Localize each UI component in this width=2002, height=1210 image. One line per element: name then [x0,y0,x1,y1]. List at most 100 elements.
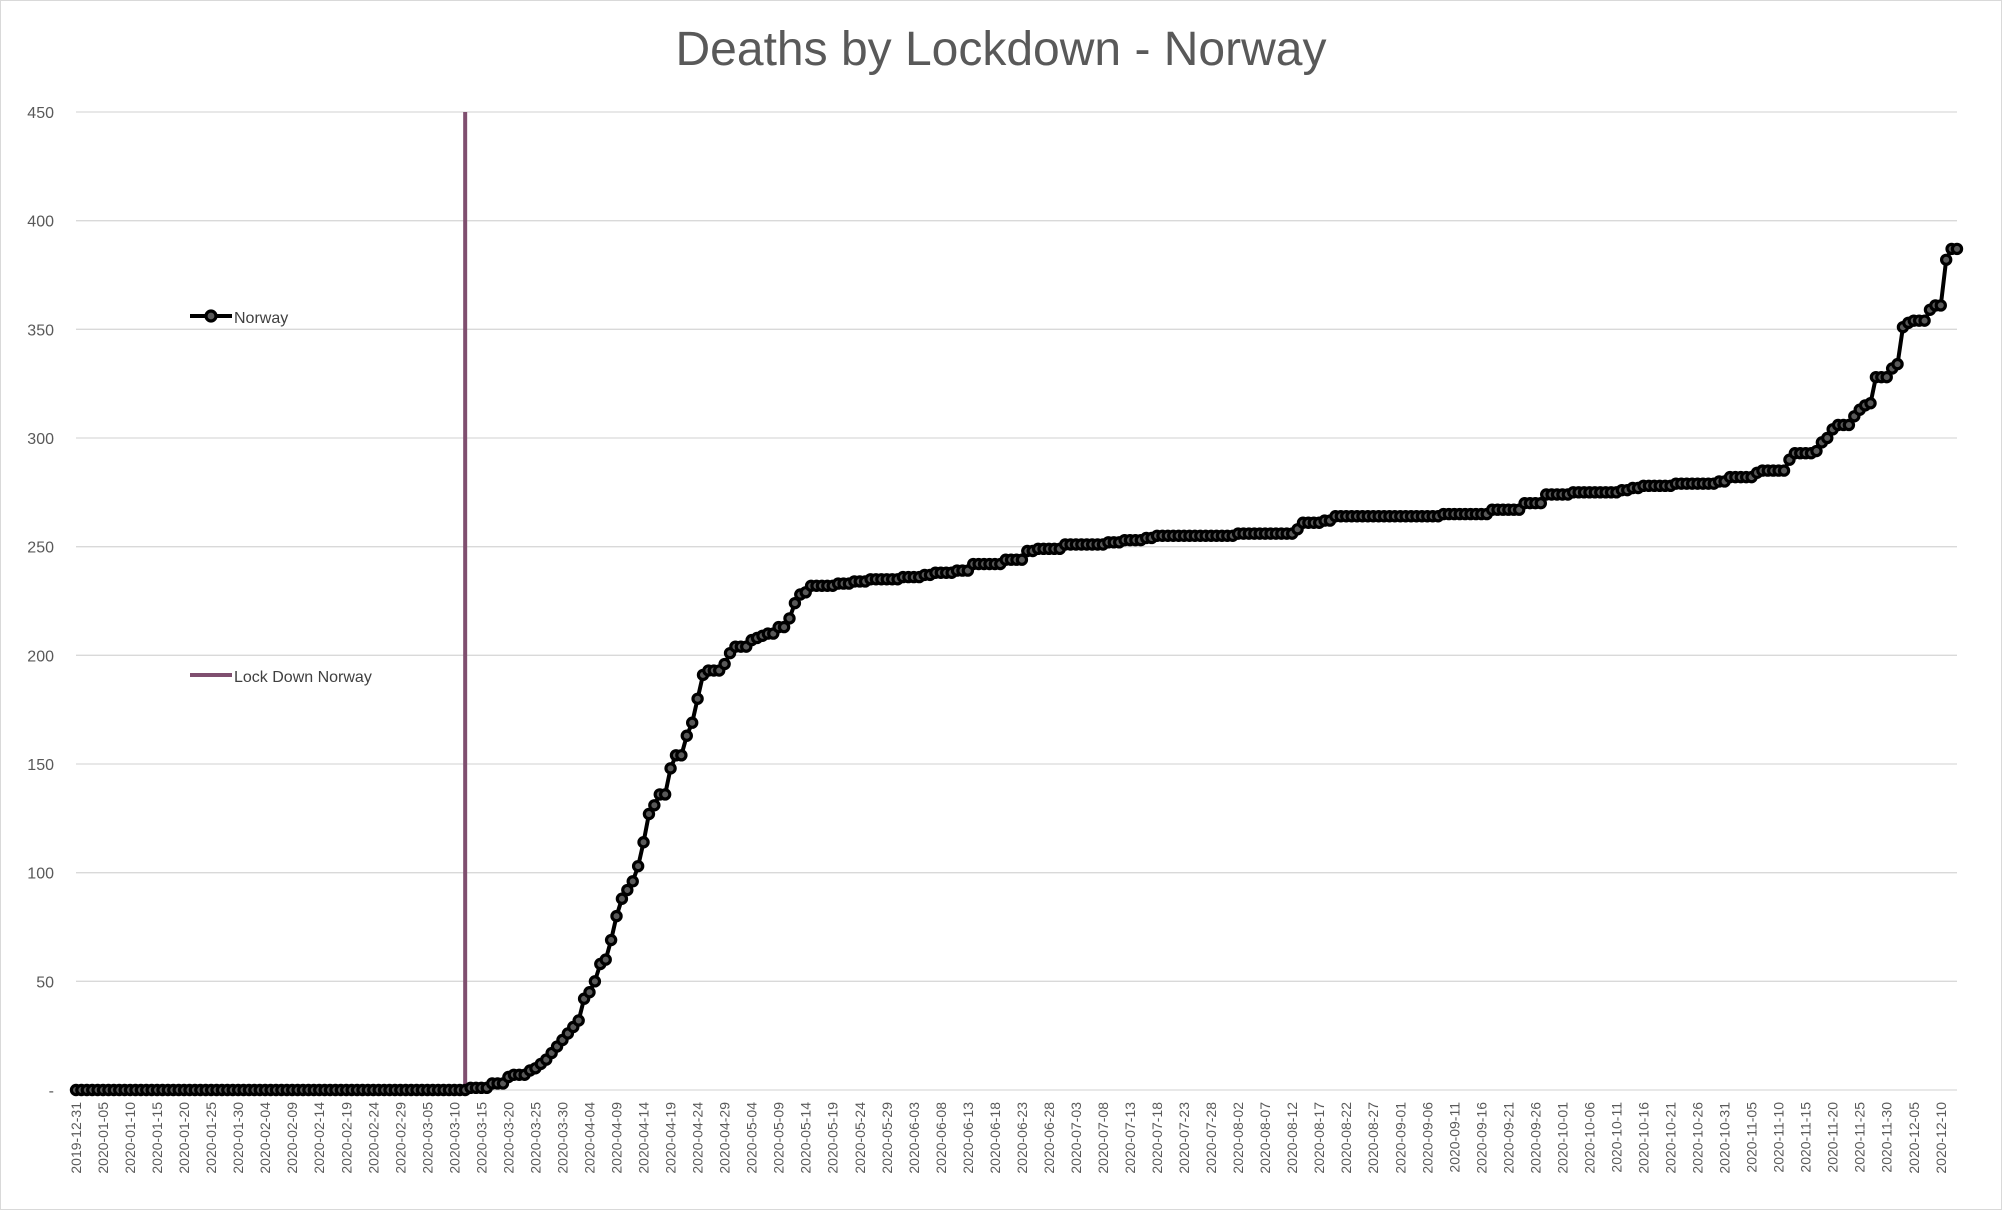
x-tick-label: 2020-04-29 [717,1102,733,1174]
x-tick-label: 2020-01-15 [149,1102,165,1174]
x-tick-label: 2020-03-10 [446,1102,462,1174]
y-tick-label: 300 [27,431,54,448]
x-tick-label: 2020-05-24 [852,1102,868,1174]
x-tick-label: 2020-03-25 [527,1102,543,1174]
norway-point [599,953,612,966]
x-tick-label: 2020-11-25 [1852,1102,1868,1173]
x-tick-label: 2020-09-26 [1527,1102,1543,1174]
norway-point [1918,314,1931,327]
x-tick-label: 2020-08-07 [1257,1102,1273,1174]
norway-point [1939,253,1953,266]
legend-norway-label: Norway [234,310,288,327]
x-tick-label: 2020-05-29 [879,1102,895,1174]
x-tick-label: 2020-11-10 [1771,1102,1787,1173]
gridlines [76,111,1957,1091]
x-tick-label: 2020-07-13 [1122,1102,1138,1174]
norway-point [783,612,796,625]
x-tick-label: 2020-05-09 [771,1102,787,1174]
norway-point [788,596,802,610]
x-tick-label: 2020-05-04 [744,1102,760,1174]
y-tick-label: 350 [27,322,54,339]
x-tick-label: 2020-04-19 [663,1102,679,1174]
legend: Norway Lock Down Norway [190,309,372,686]
x-tick-label: 2020-02-04 [257,1102,273,1174]
x-tick-label: 2020-08-12 [1284,1102,1300,1174]
norway-point [1842,418,1856,432]
norway-point [718,657,731,671]
chart-title: Deaths by Lockdown - Norway [675,23,1327,76]
x-tick-label: 2020-04-09 [609,1102,625,1174]
norway-point [583,986,596,999]
norway-point [1891,357,1904,371]
x-tick-label: 2020-12-10 [1933,1102,1949,1174]
norway-point [648,799,661,812]
norway-point [1015,553,1029,566]
x-tick-label: 2020-10-21 [1663,1102,1679,1174]
norway-point [604,933,618,947]
y-tick-label: 250 [27,540,54,557]
x-tick-label: 2020-09-01 [1392,1102,1408,1174]
norway-point [642,807,656,821]
norway-point [1777,464,1791,477]
x-tick-label: 2020-10-06 [1581,1102,1597,1174]
y-axis-ticks: - 50 100 150 200 250 300 350 400 450 [27,105,54,1100]
x-tick-label: 2020-09-16 [1473,1102,1489,1174]
norway-series [69,242,1964,1097]
legend-lockdown-label: Lock Down Norway [234,669,372,686]
norway-point [610,909,623,923]
norway-point [691,692,704,706]
x-tick-label: 2020-01-30 [230,1102,246,1174]
norway-point [631,859,645,873]
x-tick-label: 2020-02-14 [311,1102,327,1174]
norway-point [658,788,672,801]
x-tick-label: 2020-11-30 [1879,1102,1895,1173]
x-tick-label: 2020-11-20 [1825,1102,1841,1173]
norway-point [1821,431,1834,445]
x-tick-label: 2020-06-18 [987,1102,1003,1174]
x-tick-label: 2020-04-04 [581,1102,597,1174]
norway-point [664,762,677,775]
x-tick-label: 2020-08-27 [1365,1102,1381,1174]
norway-point [637,836,650,849]
x-tick-label: 2020-09-06 [1419,1102,1435,1174]
x-tick-label: 2020-10-31 [1717,1102,1733,1174]
x-tick-label: 2020-08-17 [1311,1102,1327,1174]
x-tick-label: 2020-06-13 [960,1102,976,1174]
y-tick-label: 50 [36,974,54,991]
x-tick-label: 2020-05-14 [798,1102,814,1174]
x-tick-label: 2020-03-05 [419,1102,435,1174]
norway-point [777,620,791,634]
x-tick-label: 2020-06-08 [933,1102,949,1174]
x-tick-label: 2020-03-15 [473,1102,489,1174]
x-tick-label: 2020-06-03 [906,1102,922,1174]
x-tick-label: 2020-07-23 [1176,1102,1192,1174]
x-tick-label: 2020-10-01 [1554,1102,1570,1174]
x-tick-label: 2020-03-20 [500,1102,516,1174]
y-tick-label: 450 [27,105,54,122]
y-tick-label: 150 [27,757,54,774]
norway-point [1534,497,1548,510]
x-tick-label: 2020-02-24 [365,1102,381,1174]
x-tick-label: 2020-09-11 [1446,1102,1462,1173]
x-tick-label: 2020-02-19 [338,1102,354,1174]
x-axis-ticks: 2019-12-31 2020-01-05 2020-01-10 2020-01-15… [68,1102,1949,1174]
x-tick-label: 2020-08-02 [1230,1102,1246,1174]
norway-point [1810,444,1823,458]
x-tick-label: 2020-11-05 [1744,1102,1760,1173]
x-tick-label: 2020-07-18 [1149,1102,1165,1174]
x-tick-label: 2020-07-08 [1095,1102,1111,1174]
norway-point [615,892,629,905]
x-tick-label: 2020-11-15 [1798,1102,1814,1173]
x-tick-label: 2020-10-16 [1636,1102,1652,1174]
x-tick-label: 2020-08-22 [1338,1102,1354,1174]
norway-point [572,1014,585,1027]
y-tick-label: - [49,1083,54,1100]
x-tick-label: 2020-04-14 [636,1102,652,1174]
x-tick-label: 2020-10-26 [1690,1102,1706,1174]
y-tick-label: 200 [27,648,54,665]
x-tick-label: 2020-10-11 [1608,1102,1624,1173]
y-tick-label: 100 [27,866,54,883]
x-tick-label: 2020-03-30 [554,1102,570,1174]
